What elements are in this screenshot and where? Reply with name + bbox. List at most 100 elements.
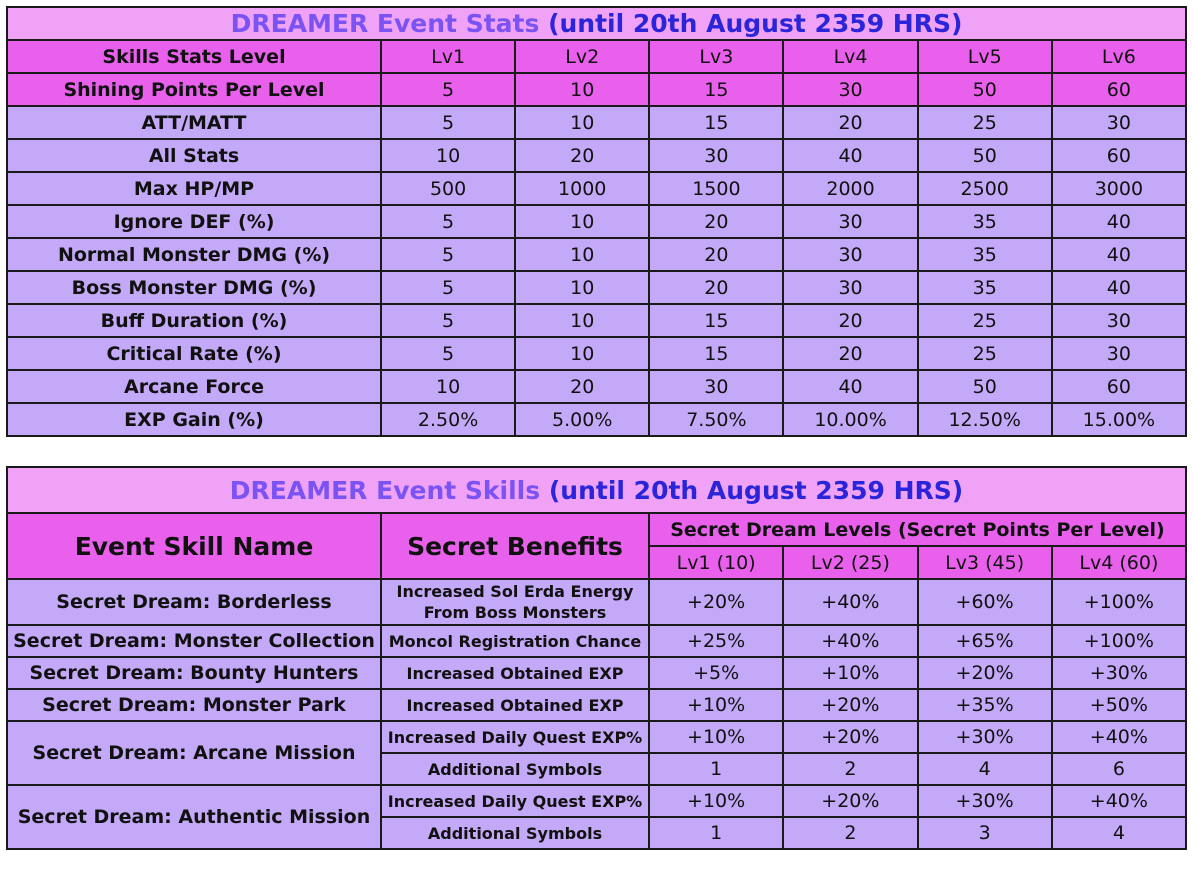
- stats-level-header: Lv3: [648, 39, 785, 74]
- stats-row-label: EXP Gain (%): [6, 402, 382, 437]
- stats-row-value: 40: [782, 369, 919, 404]
- skill-name: Secret Dream: Bounty Hunters: [6, 656, 382, 690]
- stats-points-value: 15: [648, 72, 785, 107]
- stats-row-value: 15: [648, 336, 785, 371]
- stats-points-value: 60: [1050, 72, 1188, 107]
- skill-level-value: +30%: [916, 784, 1053, 818]
- skill-level-value: +10%: [647, 688, 785, 722]
- skills-row: Secret Dream: Borderless Increased Sol Er…: [6, 578, 1188, 626]
- stats-row-value: 60: [1050, 369, 1188, 404]
- skill-level-value: 3: [916, 816, 1053, 850]
- stats-row-label: ATT/MATT: [6, 105, 382, 140]
- skill-name: Secret Dream: Monster Park: [6, 688, 382, 722]
- skills-level-header: Lv3 (45): [916, 545, 1053, 580]
- stats-row-value: 10: [379, 369, 517, 404]
- stats-row-value: 5: [379, 204, 517, 239]
- stats-row-value: 10.00%: [782, 402, 919, 437]
- skills-level-header: Lv2 (25): [782, 545, 919, 580]
- event-skills-table: DREAMER Event Skills (until 20th August …: [6, 466, 1188, 850]
- skill-benefit: Additional Symbols: [380, 816, 650, 850]
- skill-name: Secret Dream: Arcane Mission: [6, 720, 382, 786]
- stats-row-label: Arcane Force: [6, 369, 382, 404]
- stats-row-value: 20: [782, 303, 919, 338]
- stats-row-value: 500: [379, 171, 517, 206]
- stats-row-value: 40: [782, 138, 919, 173]
- stats-row-label: All Stats: [6, 138, 382, 173]
- stats-row-label: Boss Monster DMG (%): [6, 270, 382, 305]
- skill-benefit: Moncol Registration Chance: [380, 624, 650, 658]
- stats-header-label: Skills Stats Level: [6, 39, 382, 74]
- stats-row: All Stats 10 20 30 40 50 60: [6, 138, 1188, 173]
- skills-level-header: Lv1 (10): [647, 545, 785, 580]
- stats-row-value: 20: [648, 237, 785, 272]
- stats-row: Max HP/MP 500 1000 1500 2000 2500 3000: [6, 171, 1188, 206]
- stats-row: Buff Duration (%) 5 10 15 20 25 30: [6, 303, 1188, 338]
- stats-level-header: Lv4: [782, 39, 919, 74]
- stats-row-value: 10: [514, 336, 651, 371]
- skill-level-value: +35%: [916, 688, 1053, 722]
- stats-row-value: 30: [1050, 105, 1188, 140]
- skills-col-levels-group: Secret Dream Levels (Secret Points Per L…: [648, 512, 1187, 547]
- skill-level-value: +100%: [1050, 578, 1188, 626]
- stats-row-value: 5: [379, 105, 517, 140]
- stats-row-value: 5: [379, 270, 517, 305]
- stats-level-header: Lv1: [379, 39, 517, 74]
- stats-points-row: Shining Points Per Level 5 10 15 30 50 6…: [6, 72, 1188, 107]
- event-stats-table: DREAMER Event Stats (until 20th August 2…: [6, 6, 1188, 437]
- skill-level-value: +5%: [647, 656, 785, 690]
- stats-row-value: 30: [782, 270, 919, 305]
- skill-level-value: +40%: [1050, 784, 1188, 818]
- stats-row-value: 10: [514, 204, 651, 239]
- skills-col-name: Event Skill Name: [6, 512, 382, 580]
- stats-points-label: Shining Points Per Level: [6, 72, 382, 107]
- skill-level-value: 1: [647, 816, 785, 850]
- skill-benefit: Increased Obtained EXP: [380, 688, 650, 722]
- skill-level-value: +20%: [647, 578, 785, 626]
- skill-level-value: +20%: [916, 656, 1053, 690]
- skills-row: Additional Symbols 1 2 3 4: [7, 816, 1188, 850]
- stats-row-value: 20: [782, 336, 919, 371]
- stats-row-value: 35: [916, 237, 1053, 272]
- skill-level-value: +20%: [782, 784, 919, 818]
- stats-row-label: Buff Duration (%): [6, 303, 382, 338]
- skills-title-main: DREAMER Event Skills: [229, 475, 541, 505]
- stats-row-value: 1500: [648, 171, 785, 206]
- stats-row-value: 25: [916, 303, 1053, 338]
- skill-level-value: +25%: [647, 624, 785, 658]
- stats-row: ATT/MATT 5 10 15 20 25 30: [6, 105, 1188, 140]
- skill-level-value: +10%: [647, 784, 785, 818]
- skill-level-value: +10%: [647, 720, 785, 754]
- skill-benefit: Additional Symbols: [380, 752, 650, 786]
- stats-row-value: 25: [916, 336, 1053, 371]
- skill-level-value: +40%: [1050, 720, 1188, 754]
- skill-name: Secret Dream: Monster Collection: [6, 624, 382, 658]
- stats-row-value: 5.00%: [514, 402, 651, 437]
- stats-points-value: 50: [916, 72, 1053, 107]
- stats-level-header: Lv6: [1050, 39, 1188, 74]
- skill-name: Secret Dream: Authentic Mission: [6, 784, 382, 850]
- stats-row-label: Max HP/MP: [6, 171, 382, 206]
- stats-row-value: 50: [916, 138, 1053, 173]
- skill-level-value: +10%: [782, 656, 919, 690]
- skills-row: Secret Dream: Monster Collection Moncol R…: [6, 624, 1188, 658]
- stats-row: Ignore DEF (%) 5 10 20 30 35 40: [6, 204, 1188, 239]
- skill-level-value: +40%: [782, 624, 919, 658]
- stats-row-value: 1000: [514, 171, 651, 206]
- stats-row-value: 10: [514, 303, 651, 338]
- skill-level-value: 2: [782, 816, 919, 850]
- stats-row-value: 30: [648, 369, 785, 404]
- stats-row-value: 40: [1050, 204, 1188, 239]
- skill-level-value: 6: [1050, 752, 1188, 786]
- stats-row-value: 7.50%: [648, 402, 785, 437]
- stats-row-value: 20: [648, 270, 785, 305]
- stats-row-value: 30: [1050, 303, 1188, 338]
- stats-points-value: 10: [514, 72, 651, 107]
- stats-row-value: 40: [1050, 270, 1188, 305]
- stats-row-value: 35: [916, 270, 1053, 305]
- skill-level-value: 2: [782, 752, 919, 786]
- stats-row: Critical Rate (%) 5 10 15 20 25 30: [6, 336, 1188, 371]
- stats-row-label: Critical Rate (%): [6, 336, 382, 371]
- stats-row-value: 35: [916, 204, 1053, 239]
- skill-level-value: +30%: [1050, 656, 1188, 690]
- skill-level-value: +50%: [1050, 688, 1188, 722]
